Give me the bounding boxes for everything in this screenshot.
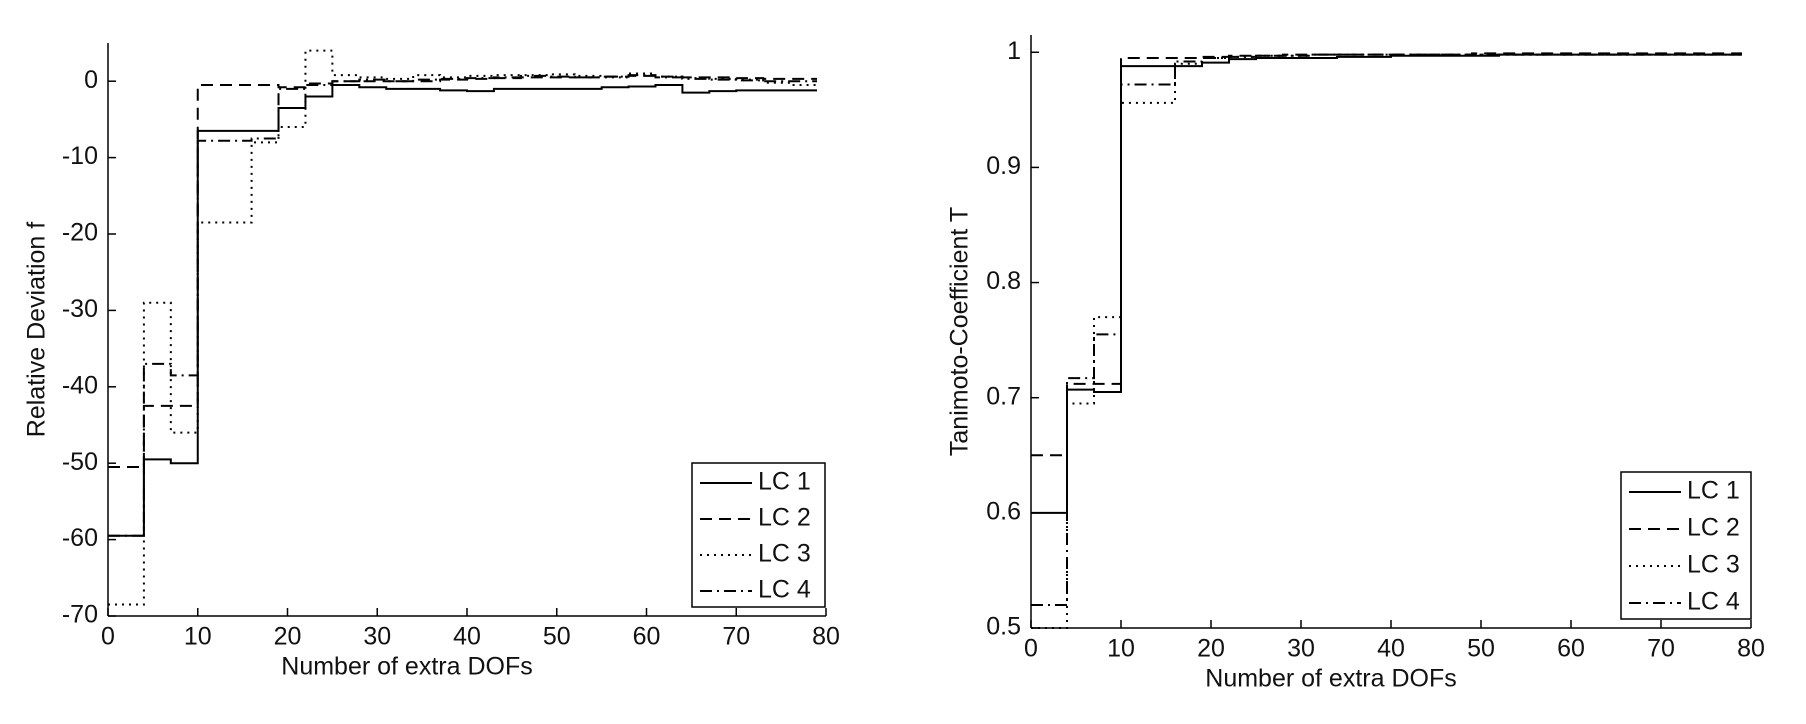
y-tick-label: -40 [62,371,98,399]
legend-label: LC 1 [758,468,811,496]
step-line [1031,52,1742,457]
x-tick-label: 50 [1467,635,1495,663]
legend-box [691,462,826,608]
y-tick-label: 0.8 [986,267,1021,295]
x-tick-label: 20 [1197,635,1225,663]
step-line [108,84,818,537]
step-line [108,74,818,469]
legend-label: LC 2 [1687,514,1740,542]
x-tick-label: 40 [1377,635,1405,663]
x-tick-label: 60 [633,623,661,651]
x-tick-label: 0 [101,623,115,651]
legend-label: LC 4 [758,576,811,604]
step-line [1031,53,1742,514]
x-tick-label: 10 [1107,635,1135,663]
y-tick-label: 0.9 [986,152,1021,180]
step-line [1031,53,1742,606]
x-axis-label: Number of extra DOFs [1205,665,1456,693]
y-axis-label: Tanimoto-Coefficient T [946,207,974,456]
y-tick-label: -30 [62,295,98,323]
y-tick-label: -20 [62,219,98,247]
y-tick-label: -70 [62,601,98,629]
y-tick-label: 0.6 [986,497,1021,525]
y-tick-label: 0.5 [986,613,1021,641]
legend-label: LC 4 [1687,588,1740,616]
y-tick-label: 1 [1007,37,1021,65]
x-tick-label: 0 [1024,635,1038,663]
y-tick-label: 0 [84,66,98,94]
x-tick-label: 30 [363,623,391,651]
x-tick-label: 10 [184,623,212,651]
x-tick-label: 80 [812,623,840,651]
y-axis-label: Relative Deviation f [23,222,51,437]
x-tick-label: 60 [1557,635,1585,663]
y-tick-label: -60 [62,524,98,552]
x-axis-label: Number of extra DOFs [281,653,532,681]
y-tick-label: 0.7 [986,382,1021,410]
y-tick-label: -50 [62,448,98,476]
legend-label: LC 1 [1687,477,1740,505]
x-tick-label: 30 [1287,635,1315,663]
x-tick-label: 20 [274,623,302,651]
y-tick-label: -10 [62,142,98,170]
legend-label: LC 3 [758,540,811,568]
legend-label: LC 2 [758,504,811,532]
legend-label: LC 3 [1687,551,1740,579]
step-line [108,49,818,606]
step-line [108,74,818,537]
x-tick-label: 50 [543,623,571,651]
x-tick-label: 70 [1647,635,1675,663]
x-tick-label: 70 [722,623,750,651]
x-tick-label: 40 [453,623,481,651]
x-tick-label: 80 [1737,635,1765,663]
legend-box [1620,471,1752,620]
